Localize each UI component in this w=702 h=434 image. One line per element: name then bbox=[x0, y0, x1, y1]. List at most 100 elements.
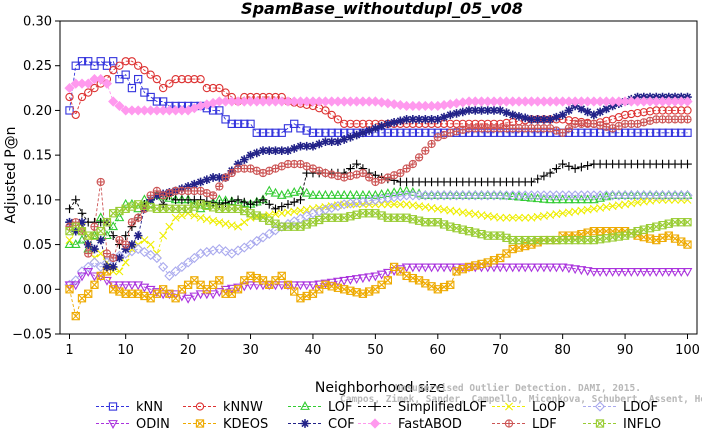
watermark-line-2: Campos, Zimek, Sander, Campello, Micenko… bbox=[340, 394, 702, 405]
data-point bbox=[276, 281, 287, 291]
data-point bbox=[176, 261, 187, 273]
data-point bbox=[533, 115, 543, 124]
data-point bbox=[239, 155, 249, 164]
data-point bbox=[583, 107, 592, 117]
data-point bbox=[483, 106, 493, 115]
data-point bbox=[196, 213, 205, 222]
data-point bbox=[289, 186, 300, 196]
data-point bbox=[445, 110, 455, 120]
data-point bbox=[426, 263, 437, 273]
data-point bbox=[221, 115, 230, 124]
data-point bbox=[83, 78, 94, 89]
data-point bbox=[402, 164, 411, 173]
data-point bbox=[570, 164, 580, 173]
data-point bbox=[521, 213, 530, 222]
data-point bbox=[65, 92, 74, 102]
data-point bbox=[90, 83, 99, 93]
data-point bbox=[371, 285, 380, 294]
data-point bbox=[114, 281, 125, 291]
data-point bbox=[433, 115, 443, 124]
data-point bbox=[601, 267, 612, 277]
watermark-line-1: Unsupervised Outlier Detection. DAMI, 20… bbox=[395, 383, 641, 394]
data-point bbox=[302, 126, 311, 135]
data-point bbox=[140, 66, 149, 75]
data-point bbox=[183, 182, 193, 191]
data-point bbox=[645, 128, 655, 137]
data-point bbox=[645, 107, 655, 116]
data-point bbox=[71, 61, 80, 70]
data-point bbox=[526, 263, 537, 273]
data-point bbox=[564, 194, 574, 204]
data-point bbox=[683, 159, 692, 169]
data-point bbox=[539, 263, 549, 273]
data-point bbox=[607, 267, 618, 277]
data-point bbox=[545, 168, 555, 178]
data-point bbox=[277, 146, 287, 155]
series-fastabod bbox=[64, 74, 693, 116]
data-point bbox=[427, 128, 436, 137]
legend-label: COF bbox=[328, 417, 355, 432]
data-point bbox=[77, 92, 87, 102]
data-point bbox=[202, 175, 212, 185]
data-point bbox=[588, 194, 599, 204]
data-point bbox=[364, 173, 374, 182]
data-point bbox=[407, 263, 418, 273]
data-point bbox=[395, 186, 406, 196]
data-point bbox=[514, 213, 523, 222]
data-point bbox=[146, 92, 155, 102]
data-point bbox=[170, 266, 181, 277]
data-point bbox=[683, 218, 692, 227]
data-point bbox=[264, 200, 274, 209]
data-point bbox=[277, 271, 286, 281]
data-point bbox=[252, 197, 262, 207]
data-point bbox=[402, 115, 411, 124]
data-point bbox=[557, 194, 568, 204]
data-point bbox=[664, 106, 673, 115]
data-point bbox=[152, 186, 162, 196]
legend-label: FastABOD bbox=[398, 417, 462, 432]
data-point bbox=[346, 164, 355, 173]
data-point bbox=[151, 252, 162, 264]
data-point bbox=[215, 218, 224, 227]
legend-item-ldf: LDF bbox=[492, 417, 557, 432]
data-point bbox=[165, 79, 174, 88]
y-tick-label: −0.05 bbox=[12, 328, 52, 343]
data-point bbox=[401, 185, 412, 195]
data-point bbox=[145, 249, 156, 261]
data-point bbox=[196, 177, 205, 187]
data-point bbox=[582, 194, 593, 204]
data-point bbox=[595, 267, 605, 277]
data-point bbox=[71, 218, 80, 227]
data-point bbox=[364, 126, 374, 135]
data-point bbox=[664, 128, 673, 137]
data-point bbox=[301, 281, 312, 291]
data-point bbox=[109, 253, 118, 263]
data-point bbox=[295, 281, 306, 291]
data-point bbox=[658, 128, 667, 137]
data-point bbox=[71, 195, 81, 205]
data-point bbox=[239, 282, 250, 292]
data-point bbox=[64, 82, 75, 94]
data-point bbox=[152, 191, 162, 200]
series-loop bbox=[65, 195, 692, 276]
data-point bbox=[146, 70, 155, 79]
data-point bbox=[232, 245, 244, 256]
data-point bbox=[121, 258, 130, 267]
legend-item-odin: ODIN bbox=[96, 417, 170, 432]
data-point bbox=[576, 266, 587, 276]
legend-item-knn: kNN bbox=[96, 400, 163, 415]
data-point bbox=[264, 185, 275, 195]
data-point bbox=[377, 121, 386, 131]
data-point bbox=[195, 248, 206, 259]
data-point bbox=[564, 106, 574, 115]
data-point bbox=[189, 292, 200, 302]
data-point bbox=[196, 74, 205, 84]
data-point bbox=[446, 119, 455, 128]
data-point bbox=[221, 219, 230, 228]
data-point bbox=[115, 253, 124, 263]
data-point bbox=[545, 263, 556, 273]
y-tick-label: 0.05 bbox=[23, 238, 52, 253]
data-point bbox=[552, 112, 561, 122]
data-point bbox=[327, 110, 336, 120]
data-point bbox=[682, 267, 693, 277]
